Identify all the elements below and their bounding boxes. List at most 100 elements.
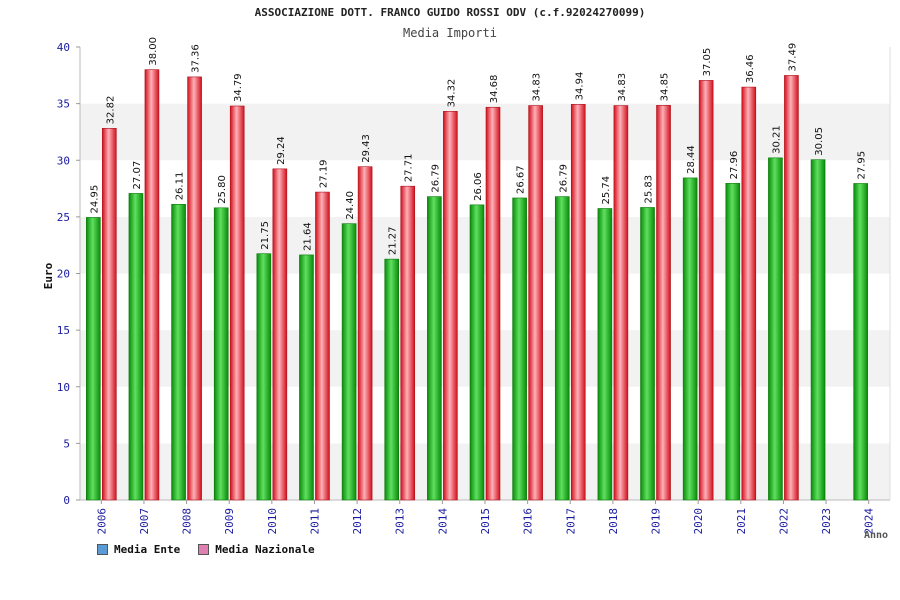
bar-media-nazionale — [656, 105, 671, 501]
bar-media-ente — [171, 204, 186, 501]
x-tick-label: 2013 — [394, 508, 407, 535]
data-label: 21.75 — [260, 221, 271, 250]
data-label: 29.43 — [361, 134, 372, 163]
data-label: 34.32 — [446, 79, 457, 108]
y-tick-label: 15 — [57, 324, 70, 337]
bar-media-nazionale — [272, 168, 288, 501]
bar-media-ente — [213, 207, 229, 501]
bar-media-nazionale — [528, 105, 543, 501]
legend: Media Ente Media Nazionale — [97, 543, 315, 556]
bar-media-nazionale — [229, 105, 245, 501]
bar-media-ente — [682, 177, 698, 501]
data-label: 37.05 — [702, 48, 713, 77]
data-label: 29.24 — [276, 136, 287, 165]
data-label: 30.21 — [771, 125, 782, 154]
data-label: 30.05 — [814, 127, 825, 156]
bar-media-ente — [256, 253, 272, 501]
x-tick-label: 2018 — [607, 508, 620, 535]
data-label: 25.80 — [217, 175, 228, 204]
data-label: 32.82 — [105, 96, 116, 125]
y-tick-label: 10 — [57, 381, 70, 394]
data-label: 26.79 — [430, 164, 441, 193]
bar-media-ente — [427, 196, 442, 501]
legend-swatch-ente — [97, 544, 108, 555]
data-label: 34.79 — [233, 73, 244, 102]
data-label: 26.06 — [473, 172, 484, 201]
x-tick-label: 2008 — [181, 508, 194, 535]
y-tick-label: 25 — [57, 211, 70, 224]
data-label: 34.94 — [574, 72, 585, 101]
x-tick-label: 2014 — [436, 508, 449, 535]
data-label: 34.85 — [660, 73, 671, 102]
data-label: 21.27 — [388, 226, 399, 255]
data-label: 26.67 — [516, 165, 527, 194]
data-label: 27.07 — [132, 161, 143, 190]
data-label: 34.68 — [489, 75, 500, 104]
data-label: 27.95 — [857, 151, 868, 180]
bar-media-nazionale — [144, 69, 160, 501]
chart-title: ASSOCIAZIONE DOTT. FRANCO GUIDO ROSSI OD… — [254, 6, 646, 19]
bar-media-ente — [384, 258, 400, 501]
bar-media-ente — [128, 193, 144, 501]
data-label: 28.44 — [686, 145, 697, 174]
bar-media-nazionale — [315, 191, 330, 501]
legend-item-ente: Media Ente — [97, 543, 180, 556]
data-label: 27.71 — [404, 154, 415, 183]
bar-media-ente — [512, 197, 527, 501]
data-label: 25.83 — [644, 175, 655, 204]
x-tick-label: 2017 — [564, 508, 577, 535]
x-tick-label: 2023 — [820, 508, 833, 535]
bar-media-ente — [768, 157, 783, 501]
x-tick-label: 2022 — [777, 508, 790, 535]
data-label: 34.83 — [617, 73, 628, 102]
data-label: 34.83 — [532, 73, 543, 102]
x-tick-label: 2010 — [266, 508, 279, 535]
bar-media-ente — [341, 223, 357, 501]
data-label: 26.11 — [175, 172, 186, 201]
bar-media-nazionale — [187, 76, 202, 501]
y-tick-label: 5 — [63, 437, 70, 450]
x-axis-label: Anno — [864, 530, 888, 541]
bar-media-nazionale — [784, 75, 799, 501]
x-tick-label: 2012 — [351, 508, 364, 535]
bar-media-ente — [469, 204, 485, 501]
data-label: 37.49 — [787, 43, 798, 72]
data-label: 27.96 — [729, 151, 740, 180]
y-tick-label: 20 — [57, 268, 70, 281]
x-tick-label: 2021 — [735, 508, 748, 535]
bar-media-ente — [853, 183, 868, 501]
bar-media-nazionale — [102, 128, 117, 501]
data-label: 24.95 — [89, 185, 100, 214]
x-tick-label: 2015 — [479, 508, 492, 535]
y-tick-label: 35 — [57, 98, 70, 111]
bar-media-ente — [640, 207, 655, 501]
bar-media-nazionale — [400, 185, 416, 501]
bar-media-nazionale — [570, 104, 586, 501]
x-tick-label: 2011 — [308, 508, 321, 535]
bar-media-nazionale — [698, 80, 714, 501]
bar-media-ente — [299, 254, 314, 501]
data-label: 37.36 — [191, 44, 202, 73]
y-tick-label: 40 — [57, 41, 70, 54]
x-tick-label: 2020 — [692, 508, 705, 535]
x-tick-label: 2006 — [95, 508, 108, 535]
y-tick-label: 30 — [57, 154, 70, 167]
x-tick-label: 2009 — [223, 508, 236, 535]
bar-media-nazionale — [485, 106, 501, 501]
x-tick-label: 2024 — [863, 508, 876, 535]
x-tick-label: 2007 — [138, 508, 151, 535]
bar-media-ente — [554, 196, 570, 501]
data-label: 25.74 — [601, 176, 612, 205]
data-label: 24.40 — [345, 191, 356, 220]
legend-label-ente: Media Ente — [114, 543, 181, 556]
chart-subtitle: Media Importi — [403, 26, 497, 40]
data-label: 26.79 — [558, 164, 569, 193]
data-label: 27.19 — [318, 159, 329, 188]
data-label: 21.64 — [302, 222, 313, 251]
bar-media-ente — [597, 208, 613, 501]
legend-item-nazionale: Media Nazionale — [198, 543, 315, 556]
bar-media-ente — [86, 217, 101, 501]
bar-media-ente — [725, 183, 741, 501]
legend-label-nazionale: Media Nazionale — [215, 543, 315, 556]
